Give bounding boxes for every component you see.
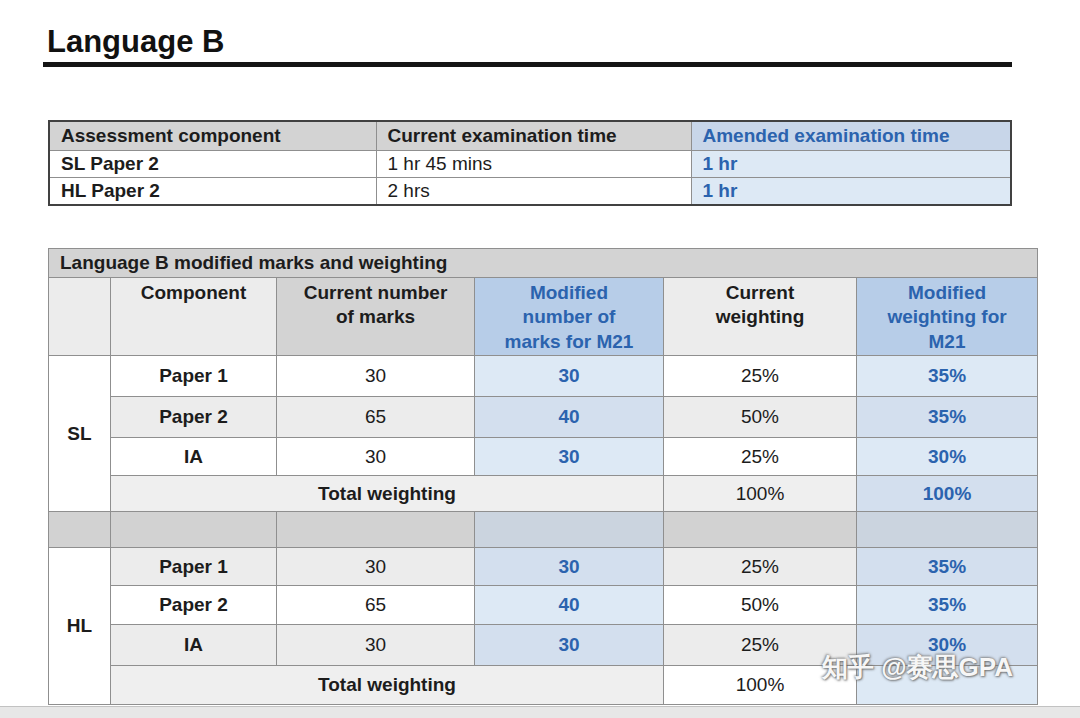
marks-header-current-marks-label: Current number of marks [301, 281, 451, 330]
sl-paper2-current-weighting: 50% [664, 397, 857, 438]
exam-cell-component: HL Paper 2 [49, 178, 376, 206]
hl-total-label: Total weighting [111, 666, 664, 705]
marks-header-current-weighting-label: Current weighting [685, 281, 835, 330]
hl-paper1-row: HL Paper 1 30 30 25% 35% [49, 548, 1038, 586]
separator-cell [664, 512, 857, 548]
exam-header-current-time: Current examination time [376, 121, 691, 151]
sl-paper1-modified-marks: 30 [475, 356, 664, 397]
sl-level-cell: SL [49, 356, 111, 512]
sl-total-row: Total weighting 100% 100% [49, 476, 1038, 512]
hl-paper1-component: Paper 1 [111, 548, 277, 586]
exam-row-sl-paper2: SL Paper 2 1 hr 45 mins 1 hr [49, 151, 1011, 178]
bottom-page-edge-strip [0, 706, 1080, 718]
sl-ia-modified-marks: 30 [475, 438, 664, 476]
hl-paper2-current-weighting: 50% [664, 586, 857, 625]
hl-paper2-modified-weighting: 35% [857, 586, 1038, 625]
exam-header-assessment-component: Assessment component [49, 121, 376, 151]
marks-table-title-row: Language B modified marks and weighting [49, 249, 1038, 278]
sl-total-modified-weighting: 100% [857, 476, 1038, 512]
exam-header-amended-time: Amended examination time [691, 121, 1011, 151]
marks-header-current-weighting: Current weighting [664, 278, 857, 356]
marks-header-modified-marks-label: Modified number of marks for M21 [494, 281, 644, 354]
sl-paper1-modified-weighting: 35% [857, 356, 1038, 397]
exam-time-table: Assessment component Current examination… [48, 120, 1012, 206]
hl-paper2-current-marks: 65 [277, 586, 475, 625]
sl-paper2-current-marks: 65 [277, 397, 475, 438]
sl-ia-component: IA [111, 438, 277, 476]
sl-ia-current-marks: 30 [277, 438, 475, 476]
sl-paper2-modified-marks: 40 [475, 397, 664, 438]
exam-cell-current-time: 1 hr 45 mins [376, 151, 691, 178]
hl-level-cell: HL [49, 548, 111, 705]
sl-total-label: Total weighting [111, 476, 664, 512]
separator-cell [277, 512, 475, 548]
marks-header-modified-weighting: Modified weighting for M21 [857, 278, 1038, 356]
section-separator-row [49, 512, 1038, 548]
hl-paper1-current-weighting: 25% [664, 548, 857, 586]
exam-cell-amended-time: 1 hr [691, 151, 1011, 178]
title-underline [43, 62, 1012, 67]
separator-cell [475, 512, 664, 548]
exam-table-header-row: Assessment component Current examination… [49, 121, 1011, 151]
hl-ia-modified-marks: 30 [475, 625, 664, 666]
marks-header-level [49, 278, 111, 356]
page-title: Language B [47, 24, 224, 60]
hl-paper2-component: Paper 2 [111, 586, 277, 625]
hl-ia-component: IA [111, 625, 277, 666]
marks-header-modified-weighting-label: Modified weighting for M21 [872, 281, 1022, 354]
separator-cell [111, 512, 277, 548]
hl-paper1-modified-weighting: 35% [857, 548, 1038, 586]
marks-table-header-row: Component Current number of marks Modifi… [49, 278, 1038, 356]
marks-header-modified-marks: Modified number of marks for M21 [475, 278, 664, 356]
hl-paper2-modified-marks: 40 [475, 586, 664, 625]
hl-paper2-row: Paper 2 65 40 50% 35% [49, 586, 1038, 625]
marks-header-component: Component [111, 278, 277, 356]
zhihu-watermark: 知乎 @赛思GPA [822, 650, 1062, 685]
sl-ia-modified-weighting: 30% [857, 438, 1038, 476]
sl-ia-row: IA 30 30 25% 30% [49, 438, 1038, 476]
exam-row-hl-paper2: HL Paper 2 2 hrs 1 hr [49, 178, 1011, 206]
marks-table-title: Language B modified marks and weighting [49, 249, 1038, 278]
exam-cell-current-time: 2 hrs [376, 178, 691, 206]
separator-cell [857, 512, 1038, 548]
sl-paper2-component: Paper 2 [111, 397, 277, 438]
sl-paper1-current-weighting: 25% [664, 356, 857, 397]
sl-paper2-row: Paper 2 65 40 50% 35% [49, 397, 1038, 438]
sl-total-current-weighting: 100% [664, 476, 857, 512]
sl-paper1-current-marks: 30 [277, 356, 475, 397]
sl-paper2-modified-weighting: 35% [857, 397, 1038, 438]
hl-ia-current-marks: 30 [277, 625, 475, 666]
marks-header-component-label: Component [141, 281, 247, 305]
sl-ia-current-weighting: 25% [664, 438, 857, 476]
exam-cell-component: SL Paper 2 [49, 151, 376, 178]
separator-cell [49, 512, 111, 548]
marks-header-current-marks: Current number of marks [277, 278, 475, 356]
sl-paper1-row: SL Paper 1 30 30 25% 35% [49, 356, 1038, 397]
exam-cell-amended-time: 1 hr [691, 178, 1011, 206]
hl-paper1-modified-marks: 30 [475, 548, 664, 586]
marks-weighting-table: Language B modified marks and weighting … [48, 248, 1038, 705]
sl-paper1-component: Paper 1 [111, 356, 277, 397]
hl-paper1-current-marks: 30 [277, 548, 475, 586]
